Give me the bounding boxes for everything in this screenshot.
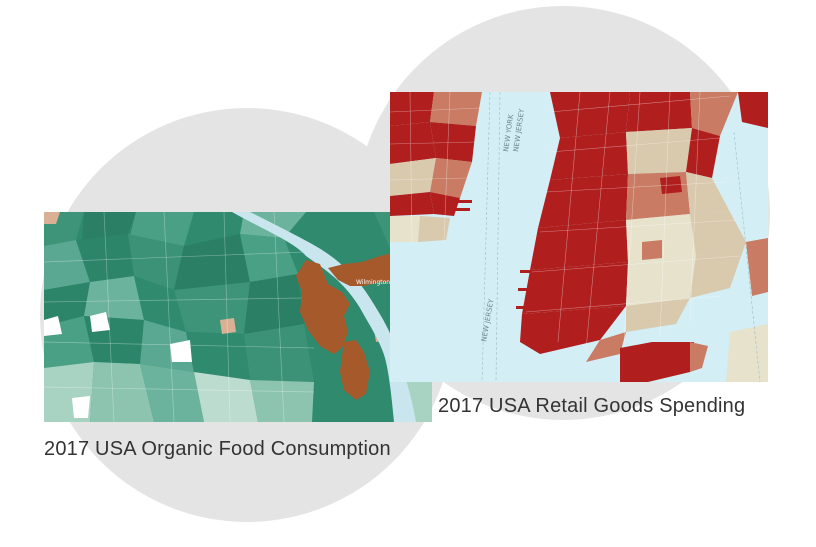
retail-spending-map: NEW YORK NEW JERSEY NEW JERSEY — [390, 92, 768, 382]
piers — [454, 200, 532, 309]
retail-spending-map-graphic: NEW YORK NEW JERSEY NEW JERSEY — [390, 92, 768, 382]
river-water — [232, 212, 416, 422]
organic-food-map: Wilmington — [44, 212, 432, 422]
retail-spending-caption: 2017 USA Retail Goods Spending — [438, 395, 746, 417]
nj-tracts — [390, 92, 482, 242]
organic-food-caption: 2017 USA Organic Food Consumption — [44, 438, 391, 460]
place-label-wilmington: Wilmington — [356, 279, 390, 286]
street-grid — [390, 92, 741, 351]
ferry-routes — [481, 92, 761, 382]
manhattan-tracts — [520, 92, 746, 362]
southeast-tracts — [620, 342, 708, 382]
tract-polygons — [44, 212, 432, 422]
brooklyn-tracts — [726, 92, 768, 382]
tract-boundaries — [44, 212, 315, 422]
organic-food-map-graphic: Wilmington — [44, 212, 432, 422]
